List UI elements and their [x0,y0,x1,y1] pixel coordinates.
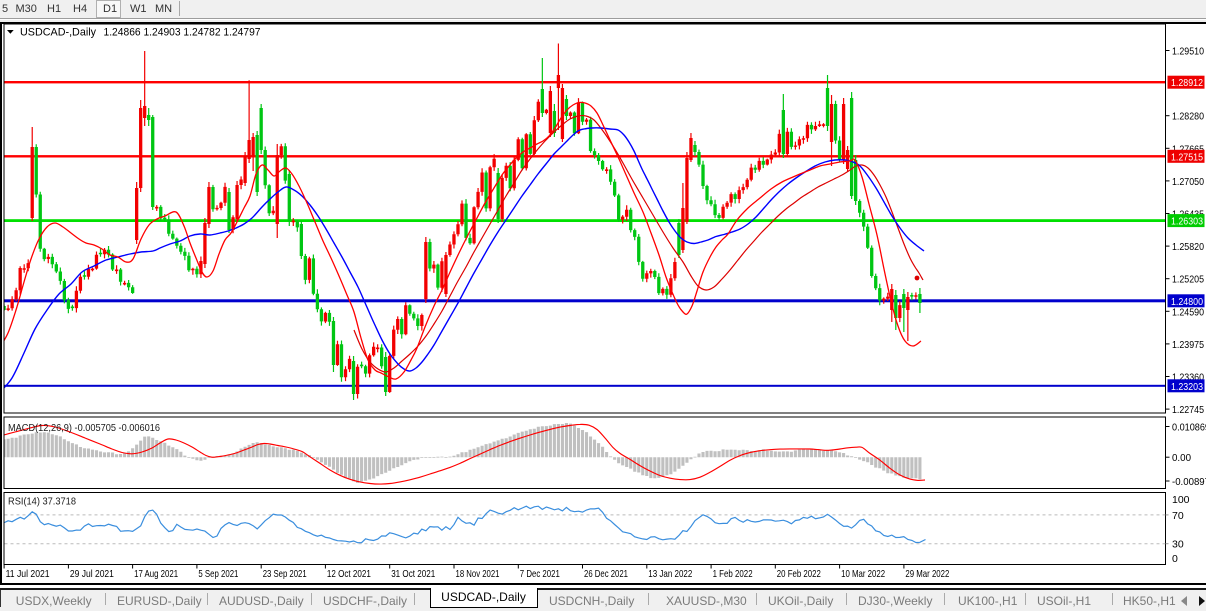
svg-text:7 Dec 2021: 7 Dec 2021 [520,568,560,580]
svg-text:1.23975: 1.23975 [1172,339,1204,351]
svg-text:1 Feb 2022: 1 Feb 2022 [713,568,753,580]
svg-text:1.26303: 1.26303 [1171,216,1203,228]
svg-text:13 Jan 2022: 13 Jan 2022 [648,568,692,580]
svg-text:1.23203: 1.23203 [1171,381,1203,393]
svg-text:0: 0 [1172,553,1178,565]
svg-text:20 Feb 2022: 20 Feb 2022 [777,568,821,580]
svg-text:12 Oct 2021: 12 Oct 2021 [327,568,371,580]
svg-text:0.00: 0.00 [1172,452,1191,464]
svg-text:USDCAD-,Daily: USDCAD-,Daily [20,27,96,39]
svg-text:1.29510: 1.29510 [1172,46,1204,58]
svg-text:26 Dec 2021: 26 Dec 2021 [584,568,628,580]
svg-text:23 Sep 2021: 23 Sep 2021 [263,568,307,580]
svg-text:29 Jul 2021: 29 Jul 2021 [70,568,114,580]
svg-text:100: 100 [1172,494,1190,506]
svg-text:5 Sep 2021: 5 Sep 2021 [198,568,238,580]
svg-text:1.28912: 1.28912 [1171,77,1203,89]
svg-text:11 Jul 2021: 11 Jul 2021 [6,568,50,580]
svg-text:1.25820: 1.25820 [1172,241,1204,253]
svg-text:1.24590: 1.24590 [1172,306,1204,318]
svg-text:MACD(12,26,9) -0.005705 -0.006: MACD(12,26,9) -0.005705 -0.006016 [8,422,160,434]
svg-text:1.28280: 1.28280 [1172,111,1204,123]
svg-text:1.24800: 1.24800 [1171,296,1203,308]
svg-text:-0.00897: -0.00897 [1172,476,1206,488]
svg-text:70: 70 [1172,510,1184,522]
svg-text:1.25205: 1.25205 [1172,274,1204,286]
svg-text:1.22745: 1.22745 [1172,404,1204,416]
svg-text:RSI(14) 37.3718: RSI(14) 37.3718 [8,496,76,508]
svg-text:17 Aug 2021: 17 Aug 2021 [134,568,178,580]
svg-text:10 Mar 2022: 10 Mar 2022 [841,568,885,580]
svg-text:1.27050: 1.27050 [1172,176,1204,188]
svg-text:31 Oct 2021: 31 Oct 2021 [391,568,435,580]
svg-text:18 Nov 2021: 18 Nov 2021 [456,568,500,580]
svg-text:30: 30 [1172,539,1184,551]
svg-text:1.24866 1.24903 1.24782 1.2479: 1.24866 1.24903 1.24782 1.24797 [104,27,261,39]
svg-text:1.27515: 1.27515 [1171,151,1203,163]
svg-text:0.010869: 0.010869 [1172,422,1206,434]
svg-text:29 Mar 2022: 29 Mar 2022 [905,568,949,580]
